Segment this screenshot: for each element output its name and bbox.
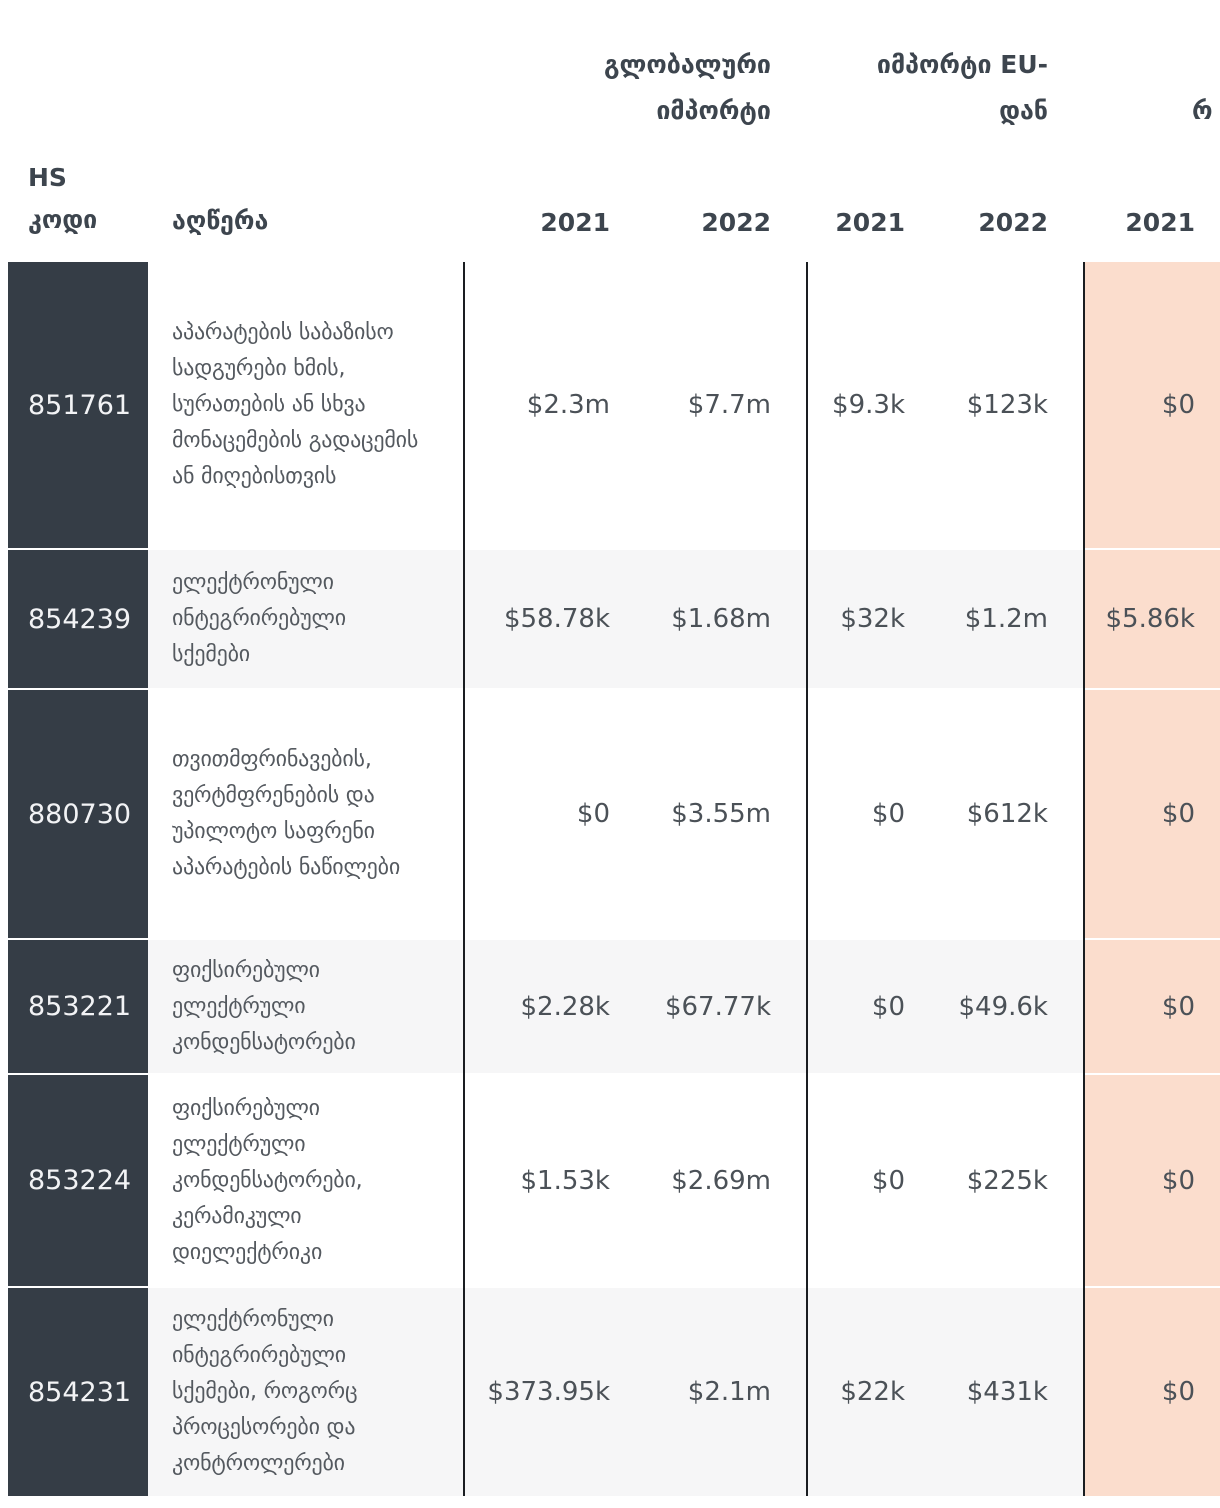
eu-import-2021-cell: $0 [871, 799, 905, 829]
description-cell: თვითმფრინავების, ვერტმფრენების და უპილოტ… [172, 747, 401, 880]
global-import-2021-cell: $0 [576, 799, 610, 829]
global-import-2021-cell: $2.3m [526, 390, 610, 420]
eu-import-2022-cell: $123k [966, 390, 1048, 420]
global-import-2021-cell: $373.95k [463, 1288, 645, 1496]
column-divider [1083, 262, 1085, 1496]
column-group-label-line [1192, 42, 1213, 88]
hs-code-cell: 853224 [8, 1075, 148, 1286]
column-group-label-line: იმპორტი EU- [876, 50, 1048, 79]
year-header-highlight-2021: 2021 [1125, 208, 1195, 237]
global-import-2022-cell: $2.69m [671, 1165, 771, 1196]
global-import-2022-cell: $67.77k [645, 940, 806, 1073]
hs-code-header-line: HS [28, 163, 67, 192]
eu-import-2022-cell: $431k [940, 1288, 1083, 1496]
imports-table: გლობალური იმპორტი იმპორტი EU- დან რ HS კ… [8, 0, 1220, 1496]
eu-import-2022-cell: $612k [966, 799, 1048, 829]
table-header: გლობალური იმპორტი იმპორტი EU- დან რ HS კ… [8, 0, 1220, 262]
hs-code-cell: 854231 [8, 1288, 148, 1496]
eu-import-2022-cell: $225k [966, 1165, 1048, 1196]
eu-import-2021-cell: $0 [871, 1165, 905, 1196]
hs-code-header-line: კოდი [28, 205, 98, 234]
hs-code-header: HS კოდი [28, 157, 97, 241]
column-divider [806, 262, 808, 1496]
column-divider [463, 262, 465, 1496]
global-import-2021-cell: $1.53k [520, 1165, 611, 1196]
hs-code-cell: 854239 [8, 550, 148, 688]
year-header-global-2022: 2022 [701, 208, 771, 237]
eu-import-2021-cell: $32k [806, 550, 940, 688]
global-import-2021-cell: $58.78k [463, 550, 645, 688]
highlight-2021-cell: $0 [1083, 1288, 1220, 1496]
global-import-2021-cell: $2.28k [463, 940, 645, 1073]
global-import-2022-cell: $2.1m [645, 1288, 806, 1496]
eu-import-2022-cell: $49.6k [940, 940, 1083, 1073]
hs-code-cell: 853221 [8, 940, 148, 1073]
eu-import-2021-cell: $22k [806, 1288, 940, 1496]
global-import-2022-cell: $3.55m [671, 799, 771, 829]
year-header-global-2021: 2021 [540, 208, 610, 237]
table-row: 853224 ფიქსირებული ელექტრული კონდენსატორ… [8, 1075, 1220, 1286]
hs-code-cell: 880730 [8, 690, 148, 938]
highlight-2021-cell: $5.86k [1083, 550, 1220, 688]
column-group-label-line: რ [1192, 96, 1213, 125]
eu-import-2021-cell: $9.3k [832, 390, 905, 420]
column-group-label-line: დან [999, 96, 1048, 125]
highlight-2021-cell: $0 [1083, 262, 1220, 548]
eu-import-2021-cell: $0 [806, 940, 940, 1073]
table-row: 853221 ფიქსირებული ელექტრული კონდენსატორ… [8, 940, 1220, 1073]
description-cell: ფიქსირებული ელექტრული კონდენსატორები [148, 940, 463, 1073]
highlight-2021-cell: $0 [1083, 690, 1220, 938]
year-header-eu-2022: 2022 [978, 208, 1048, 237]
hs-code-cell: 851761 [8, 262, 148, 548]
year-header-eu-2021: 2021 [835, 208, 905, 237]
global-import-2022-cell: $7.7m [687, 390, 771, 420]
description-cell: ელექტრონული ინტეგრირებული სქემები, როგორ… [148, 1288, 463, 1496]
table-row: 851761 აპარატების საბაზისო სადგურები ხმი… [8, 262, 1220, 548]
column-group-label-line: გლობალური [603, 50, 771, 79]
column-group-truncated: რ [1192, 42, 1213, 134]
description-cell: აპარატების საბაზისო სადგურები ხმის, სურა… [172, 320, 419, 489]
column-group-global-import: გლობალური იმპორტი [604, 42, 771, 134]
eu-import-2022-cell: $1.2m [940, 550, 1083, 688]
table-row: 854231 ელექტრონული ინტეგრირებული სქემები… [8, 1288, 1220, 1496]
highlight-2021-cell: $0 [1083, 1075, 1220, 1286]
description-cell: ელექტრონული ინტეგრირებული სქემები [148, 550, 463, 688]
table-row: 854239 ელექტრონული ინტეგრირებული სქემები… [8, 550, 1220, 688]
highlight-2021-cell: $0 [1083, 940, 1220, 1073]
description-cell: ფიქსირებული ელექტრული კონდენსატორები, კე… [172, 1095, 363, 1265]
description-header: აღწერა [172, 206, 269, 235]
column-group-eu-import: იმპორტი EU- დან [877, 42, 1048, 134]
table-row: 880730 თვითმფრინავების, ვერტმფრენების და… [8, 690, 1220, 938]
table-body: 851761 აპარატების საბაზისო სადგურები ხმი… [8, 262, 1220, 1496]
column-group-label-line: იმპორტი [656, 96, 771, 125]
global-import-2022-cell: $1.68m [645, 550, 806, 688]
